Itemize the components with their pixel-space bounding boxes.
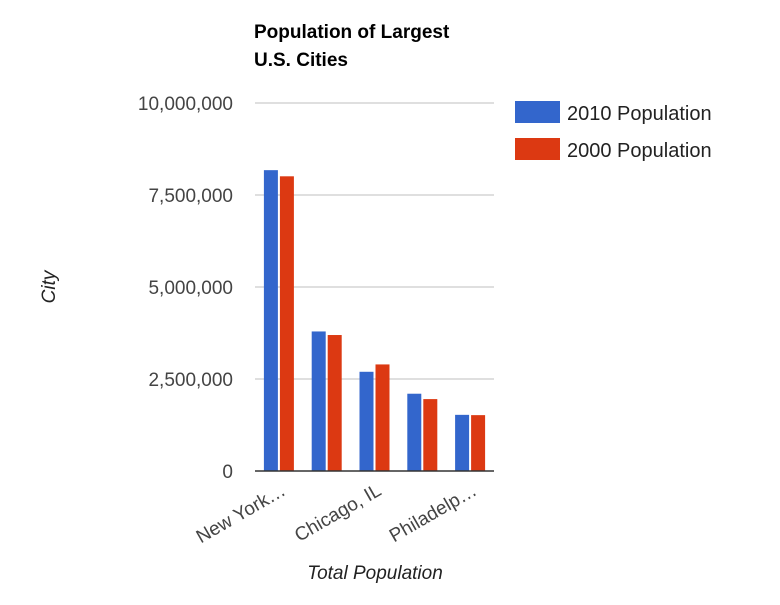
bar-series-2 — [279, 176, 294, 471]
y-tick-label: 2,500,000 — [148, 370, 233, 391]
y-tick-label: 7,500,000 — [148, 186, 233, 207]
bar-series-1 — [311, 331, 326, 471]
bar-series-2 — [375, 364, 390, 471]
x-tick-label: New York… — [193, 480, 289, 548]
legend-label: 2010 Population — [567, 103, 712, 125]
x-axis-ticks: New York… Chicago, IL Philadelp… — [193, 480, 481, 548]
y-tick-label: 0 — [222, 462, 233, 483]
chart-title-line-1: Population of Largest — [254, 22, 450, 43]
bars — [263, 170, 486, 471]
bar-series-1 — [263, 170, 278, 471]
chart-title-line-2: U.S. Cities — [254, 50, 348, 71]
y-axis-title: City — [39, 269, 60, 303]
y-tick-label: 10,000,000 — [138, 94, 233, 115]
bar-series-2 — [327, 335, 342, 471]
x-tick-label: Philadelp… — [386, 480, 481, 547]
bar-series-2 — [471, 415, 486, 471]
legend: 2010 Population 2000 Population — [515, 101, 712, 162]
bar-series-1 — [455, 414, 470, 471]
x-tick-label: Chicago, IL — [291, 480, 385, 546]
legend-label: 2000 Population — [567, 140, 712, 162]
chart-title: Population of Largest U.S. Cities — [254, 22, 450, 71]
legend-swatch — [515, 138, 560, 160]
y-axis-ticks: 0 2,500,000 5,000,000 7,500,000 10,000,000 — [138, 94, 233, 483]
bar-series-1 — [407, 393, 422, 471]
bar-series-2 — [423, 399, 438, 471]
y-tick-label: 5,000,000 — [148, 278, 233, 299]
x-axis-title: Total Population — [307, 563, 443, 584]
bar-series-1 — [359, 371, 374, 471]
legend-swatch — [515, 101, 560, 123]
gridlines — [255, 102, 494, 380]
